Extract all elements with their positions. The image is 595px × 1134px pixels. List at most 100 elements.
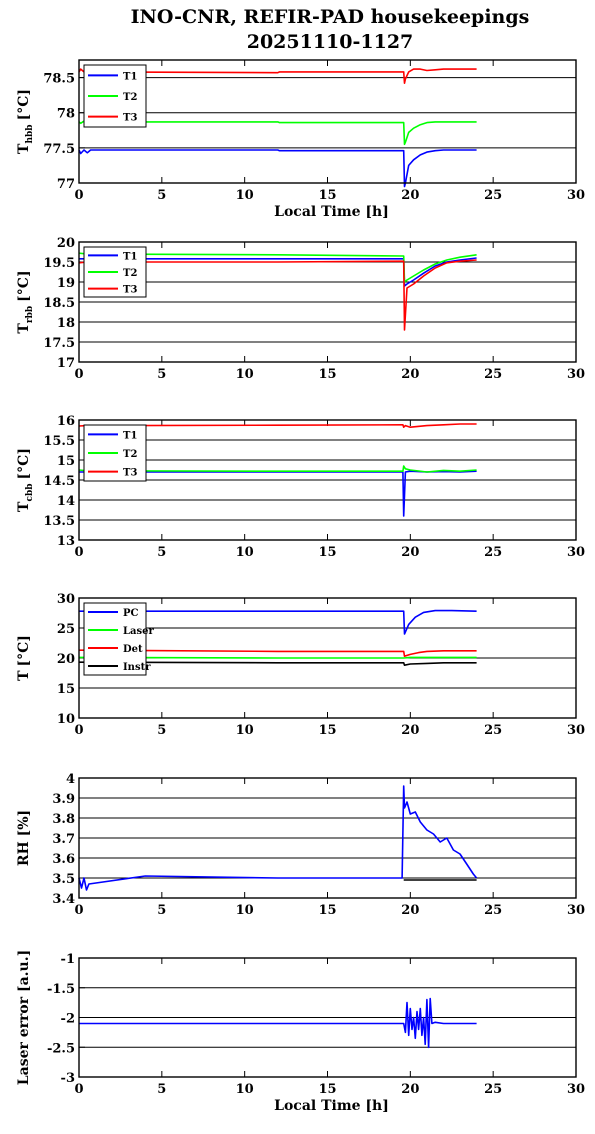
x-tick-label: 30 [567,188,585,203]
legend-label: PC [123,608,139,619]
legend-label: Laser [123,626,155,637]
chart-title-line2: 20251110-1127 [247,31,414,53]
y-tick-label: -1 [61,952,75,967]
y-axis-label-sub: cbb [25,483,35,501]
y-axis-label: Laser error [a.u.] [16,950,32,1085]
series-line-det [79,649,477,658]
x-tick-label: 10 [236,188,254,203]
plot-frame [78,777,577,899]
legend-label: T1 [123,430,137,441]
panel-4: 10 15 20 25 30 0 5 10 15 20 25 30 PC Laser Det Instr T [°… [16,592,585,738]
legend: PC Laser Det Instr [83,602,155,676]
y-tick-label: 77.5 [43,142,75,157]
y-tick-label: 13 [57,534,75,549]
y-tick-label: 3.7 [52,832,75,847]
panel-2: 17 17.5 18 18.5 19 19.5 20 0 5 10 15 20 25 30 T1 T2 T3 Tr… [16,236,585,382]
y-tick-label: 30 [57,592,75,607]
y-axis-label: Trbb [°C] [16,270,35,333]
legend-label: Det [123,644,143,655]
x-tick-label: 10 [236,723,254,738]
y-tick-label: 19 [57,276,75,291]
x-tick-label: 25 [484,903,502,918]
y-tick-label: 17.5 [43,336,75,351]
legend: T1 T2 T3 [83,64,147,128]
x-tick-label: 0 [74,367,83,382]
legend-label: Instr [123,662,151,673]
x-tick-label: 30 [567,1082,585,1097]
plot-frame [78,59,577,184]
x-tick-label: 20 [401,367,419,382]
x-tick-label: 15 [318,188,336,203]
x-tick-label: 10 [236,1082,254,1097]
y-tick-label: 19.5 [43,256,75,271]
y-tick-label: 17 [57,356,75,371]
x-tick-label: 10 [236,367,254,382]
x-tick-label: 20 [401,545,419,560]
series-line-instr [79,661,477,667]
chart-title-line1: INO-CNR, REFIR-PAD housekeepings [131,6,530,28]
x-tick-label: 25 [484,545,502,560]
x-tick-label: 5 [157,188,166,203]
y-tick-label: 20 [57,652,75,667]
legend-label: T2 [123,92,137,103]
y-tick-label: 16 [57,414,75,429]
x-tick-label: 25 [484,723,502,738]
panel-6: -3 -2.5 -2 -1.5 -1 0 5 10 15 20 25 30 Laser error [a… [16,950,585,1114]
y-axis-label: Thbb [°C] [16,89,35,154]
x-tick-label: 15 [318,903,336,918]
panel-5: 3.4 3.5 3.6 3.7 3.8 3.9 4 0 5 10 15 20 25 30 RH [%] [16,772,585,918]
panel-1: 77 77.5 78 78.5 0 5 10 15 20 25 30 T1 T2 T3 Thbb [°C] Lo… [16,59,585,220]
legend-label: T2 [123,449,137,460]
series-line-t3 [78,259,477,331]
x-tick-label: 15 [318,367,336,382]
y-tick-label: -1.5 [47,982,75,997]
plot-frame [78,597,577,719]
y-axis-label-unit: [°C] [16,448,32,479]
y-tick-label: 10 [57,712,75,727]
y-tick-label: 13.5 [43,514,75,529]
x-tick-label: 20 [401,723,419,738]
y-tick-label: 14 [57,494,75,509]
x-tick-label: 20 [401,188,419,203]
y-axis-label-main: RH [%] [16,810,32,866]
y-axis-label-unit: [°C] [16,635,32,666]
series-line-t2 [78,465,477,473]
y-tick-label: 15.5 [43,434,75,449]
x-tick-label: 20 [401,1082,419,1097]
y-axis-label-unit: [°C] [16,89,32,120]
y-tick-label: 18.5 [43,296,75,311]
x-tick-label: 20 [401,903,419,918]
x-tick-label: 0 [74,188,83,203]
plot-frame [78,957,577,1078]
y-axis-label-sub: hbb [25,124,35,143]
x-tick-label: 5 [157,367,166,382]
x-tick-label: 25 [484,367,502,382]
y-axis-label-main: T [16,143,32,154]
y-tick-label: 4 [66,772,75,787]
x-tick-label: 10 [236,545,254,560]
y-axis-label-unit: [°C] [16,270,32,301]
y-axis-label: RH [%] [16,810,32,866]
y-axis-label-main: T [16,501,32,512]
y-tick-label: -2.5 [47,1041,75,1056]
y-tick-label: 3.5 [52,872,75,887]
x-tick-label: 30 [567,723,585,738]
y-tick-label: 20 [57,236,75,251]
x-tick-label: 25 [484,188,502,203]
x-tick-label: 15 [318,1082,336,1097]
x-tick-label: 15 [318,723,336,738]
y-axis-label-main: Laser error [a.u.] [16,950,32,1085]
y-tick-label: 25 [57,622,75,637]
y-tick-label: 78.5 [43,72,75,87]
y-tick-label: 18 [57,316,75,331]
legend-label: T1 [123,251,137,262]
legend-box [83,602,147,676]
y-tick-label: 3.6 [52,852,75,867]
y-axis-label: Tcbb [°C] [16,448,35,512]
y-axis-label-sub: rbb [25,306,35,323]
series-line-t1 [78,149,477,188]
legend-label: T1 [123,71,137,82]
series-line-1 [78,785,478,891]
x-tick-label: 5 [157,903,166,918]
plot-frame [78,241,577,363]
